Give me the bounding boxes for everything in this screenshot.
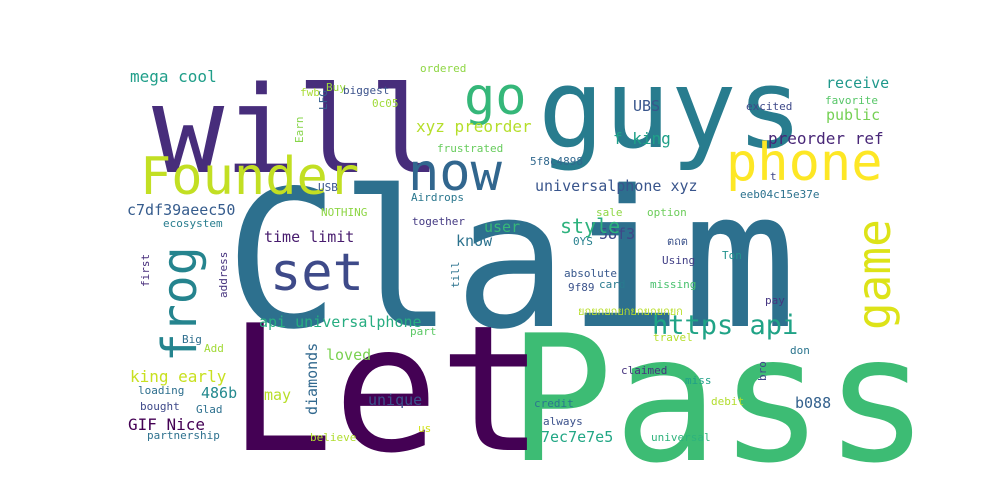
word-cloud-word: phone [726, 133, 883, 193]
word-cloud-word: ecosystem [163, 217, 223, 230]
word-cloud-word: miss [685, 374, 712, 387]
word-cloud-word: Let [228, 289, 544, 492]
word-cloud-word: us [418, 422, 431, 435]
word-cloud-word: USB [318, 181, 338, 194]
word-cloud-word: excited [746, 100, 792, 113]
word-cloud-word: https api [652, 310, 798, 341]
word-cloud-word: fwb [300, 86, 320, 99]
word-cloud-word: favorite [825, 94, 878, 107]
word-cloud-word: Airdrops [411, 191, 464, 204]
word-cloud-word: till [449, 262, 462, 289]
word-cloud-word: travel [653, 331, 693, 344]
word-cloud-word: address [217, 252, 230, 298]
word-cloud-word: loading [138, 384, 184, 397]
word-cloud-word: Ton [722, 249, 742, 262]
word-cloud-word: credit [534, 397, 574, 410]
word-cloud-word: NOTHING [321, 206, 367, 219]
word-cloud-word: bro [756, 361, 769, 381]
word-cloud-word: GIF Nice [128, 415, 205, 434]
word-cloud-word: Pass [508, 299, 929, 500]
word-cloud-word: missing [650, 278, 696, 291]
word-cloud-word: 7ec7e7e5 [541, 428, 613, 446]
word-cloud-word: know [456, 232, 493, 250]
word-cloud-word: mega cool [130, 67, 217, 86]
word-cloud-word: debit [711, 395, 744, 408]
word-cloud-word: Using [662, 254, 695, 267]
word-cloud-word: UBS [633, 97, 660, 115]
word-cloud-word: may [264, 386, 291, 404]
word-cloud-word: Founder [140, 147, 359, 207]
word-cloud-word: now [408, 143, 503, 203]
word-cloud-word: universalphone xyz [535, 177, 698, 195]
word-cloud-word: claimed [621, 364, 667, 377]
word-cloud-word: 0c05 [372, 97, 399, 110]
word-cloud-word: ยกยกยกยกยกยกยกยก [578, 305, 683, 318]
word-cloud-word: diamonds [303, 343, 321, 415]
word-cloud-word: Claim [225, 150, 797, 371]
word-cloud-word: public [826, 106, 880, 124]
word-cloud-word: Earn [293, 117, 306, 144]
word-cloud-word: style [560, 214, 620, 238]
word-cloud-word: believe [310, 431, 356, 444]
word-cloud-word: partnership [147, 429, 220, 442]
word-cloud-word: 58f3 [599, 225, 635, 243]
word-cloud-word: set [270, 243, 364, 303]
word-cloud-word: first [139, 254, 152, 287]
word-cloud-word: receive [826, 74, 889, 92]
word-cloud-word: Glad [196, 403, 223, 416]
word-cloud-word: c7df39aeec50 [127, 201, 235, 219]
word-cloud-word: api universalphone [259, 313, 422, 331]
word-cloud-word: always [543, 415, 583, 428]
word-cloud-word: part [410, 325, 437, 338]
word-cloud-word: pay [765, 294, 785, 307]
word-cloud-word: ordered [420, 62, 466, 75]
word-cloud-word: will [152, 62, 441, 201]
word-cloud-word: sale [596, 206, 623, 219]
word-cloud-word: together [412, 215, 465, 228]
word-cloud-word: loved [326, 346, 371, 364]
word-cloud-word: t [770, 170, 777, 183]
word-cloud-word: guys [538, 45, 803, 173]
word-cloud-word: eeb04c15e37e [740, 188, 819, 201]
word-cloud-word: biggest [343, 84, 389, 97]
word-cloud-word: unique [368, 391, 422, 409]
word-cloud-word: ตถต [667, 235, 688, 248]
word-cloud-word: b088 [795, 394, 831, 412]
word-cloud-word: option [647, 206, 687, 219]
word-cloud-word: Add [204, 342, 224, 355]
word-cloud-word: LFG [317, 90, 330, 110]
word-cloud-word: xyz preorder [416, 117, 532, 136]
word-cloud-word: time limit [264, 228, 354, 246]
word-cloud-word: frog [152, 246, 208, 362]
word-cloud-word: user [484, 218, 520, 236]
word-cloud-word: universal [651, 431, 711, 444]
word-cloud-word: f king [613, 129, 671, 148]
word-cloud-word: Big [182, 333, 202, 346]
word-cloud-word: 5f8c4898 [530, 155, 583, 168]
word-cloud-word: 486b [201, 384, 237, 402]
word-cloud-word: 9f89 [568, 281, 595, 294]
word-cloud-word: frustrated [437, 142, 503, 155]
word-cloud-word: don [790, 344, 810, 357]
word-cloud-word: bought [140, 400, 180, 413]
word-cloud-word: 0YS [573, 235, 593, 248]
word-cloud-word: Buy [326, 81, 346, 94]
word-cloud-word: card [599, 278, 626, 291]
word-cloud-word: go [464, 67, 527, 127]
word-cloud-word: king early [130, 367, 227, 386]
word-cloud-word: preorder ref [768, 129, 884, 148]
word-cloud-word: absolute [564, 267, 617, 280]
word-cloud-word: game [847, 219, 901, 330]
